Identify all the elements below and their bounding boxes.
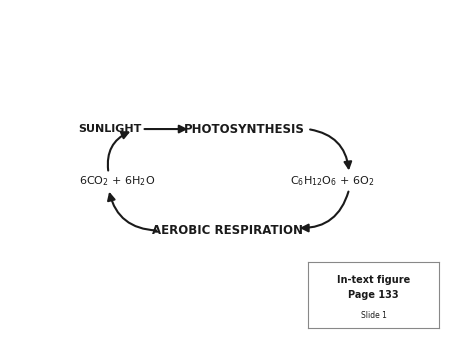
Text: Page 133: Page 133 [348,290,399,300]
Text: In-text figure: In-text figure [337,275,410,285]
Text: PHOTOSYNTHESIS: PHOTOSYNTHESIS [184,123,305,136]
Text: AEROBIC RESPIRATION: AEROBIC RESPIRATION [152,224,303,237]
Text: C$_6$H$_{12}$O$_6$ + 6O$_2$: C$_6$H$_{12}$O$_6$ + 6O$_2$ [289,174,374,188]
Text: SUNLIGHT: SUNLIGHT [79,124,142,134]
Text: Slide 1: Slide 1 [360,312,387,320]
Text: 6CO$_2$ + 6H$_2$O: 6CO$_2$ + 6H$_2$O [79,174,155,188]
